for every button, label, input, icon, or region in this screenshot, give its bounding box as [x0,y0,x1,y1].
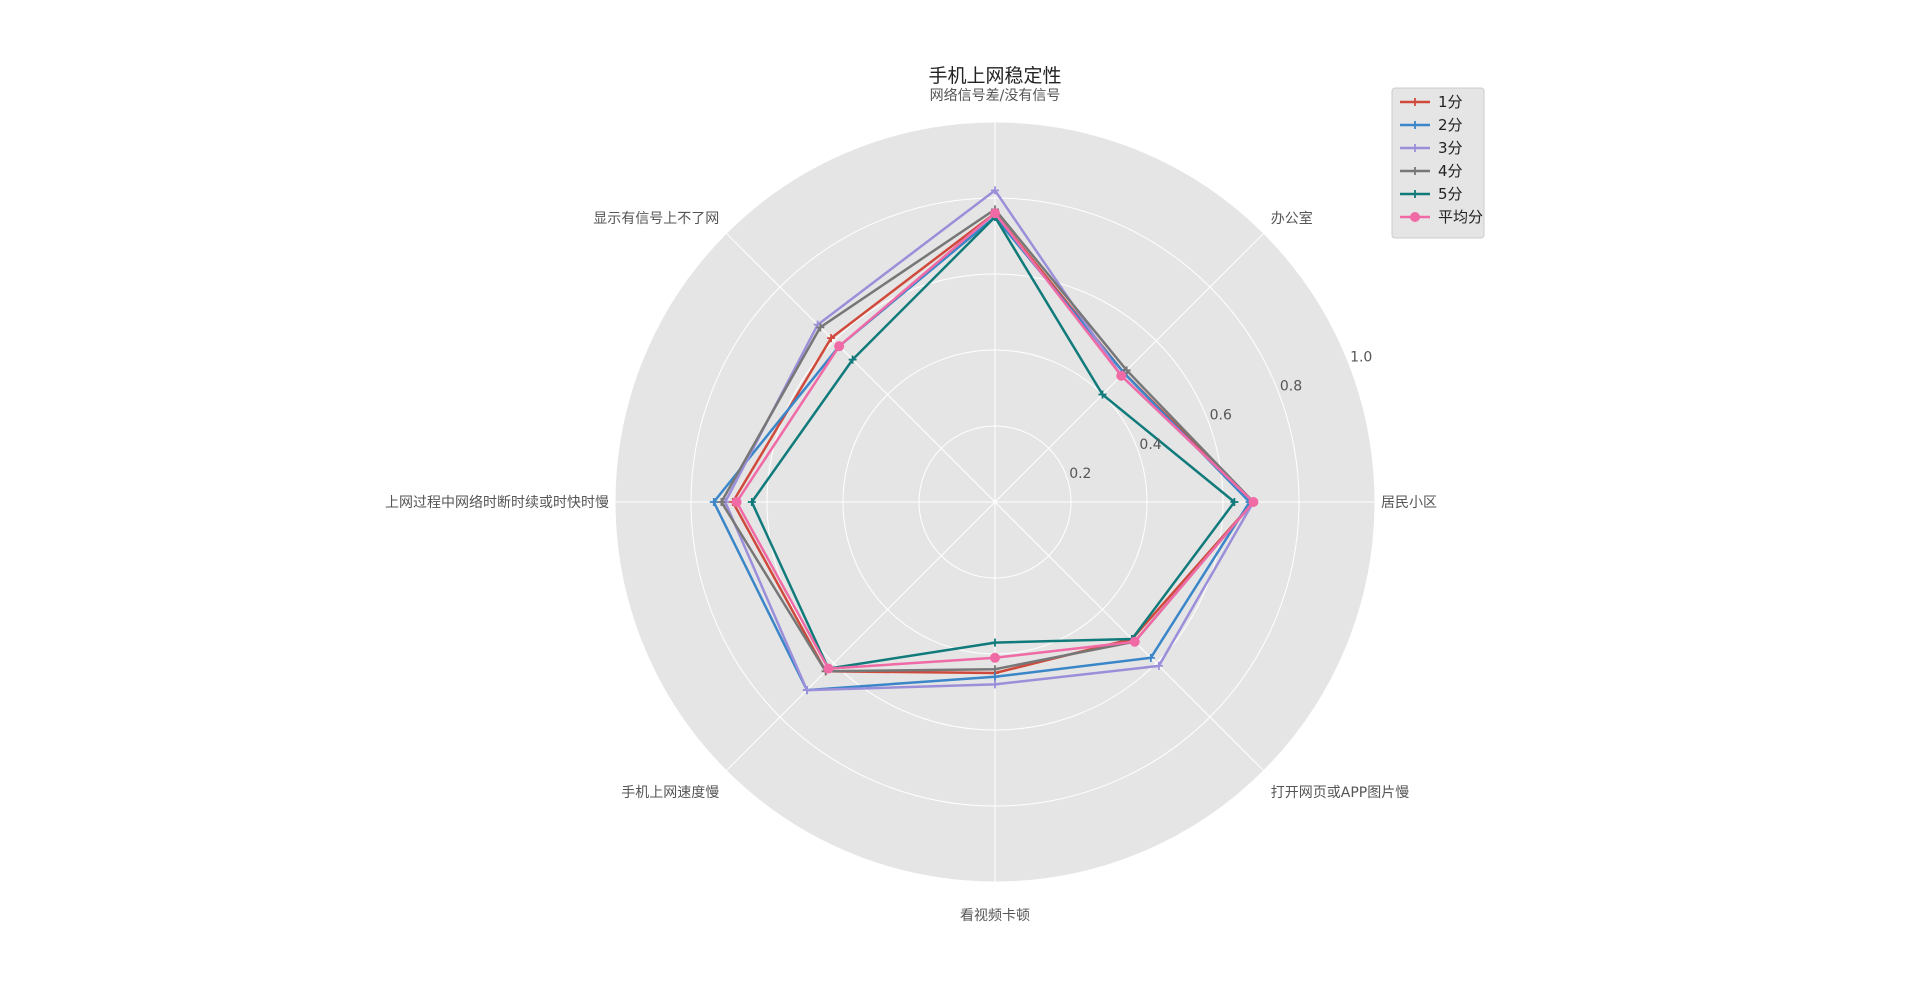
legend-marker [1411,98,1419,106]
legend-item: 4分 [1400,162,1463,180]
data-point [991,680,999,689]
legend-item: 3分 [1400,139,1463,157]
axis-label: 看视频卡顿 [960,908,1030,924]
series-group [709,186,1259,695]
legend-item: 2分 [1400,116,1463,134]
data-point [991,638,999,647]
data-point [990,208,1000,219]
grid-spoke-3 [725,232,996,503]
legend-marker [1411,121,1419,129]
data-point [991,665,999,674]
data-point [747,498,756,506]
radial-tick-labels: 0.2 0.4 0.6 0.8 1.0 [1069,350,1372,482]
radial-tick-label: 0.6 [1210,408,1232,424]
data-point [848,355,857,364]
axis-label: 办公室 [1271,210,1313,227]
data-point [717,498,726,506]
data-point [827,334,836,343]
radial-tick-label: 0.2 [1069,466,1091,482]
legend-label: 5分 [1438,185,1463,203]
radar-grid [614,121,1376,883]
data-point [802,686,811,695]
series-4 [747,213,1239,673]
data-point [834,341,845,352]
legend-label: 2分 [1438,116,1463,134]
grid-spoke-7 [994,501,1265,772]
legend-item: 1分 [1400,93,1463,111]
data-point [1154,661,1163,670]
axis-label: 手机上网速度慢 [621,784,719,801]
legend-label: 3分 [1438,139,1463,157]
legend-label: 1分 [1438,93,1463,111]
axis-label: 打开网页或APP图片慢 [1271,784,1409,801]
data-point [1122,366,1131,375]
axis-labels: 居民小区 办公室 网络信号差/没有信号显示有信号上不了网上网过程中网络时断时续或时快… [385,88,1437,924]
axis-label: 居民小区 [1381,495,1437,511]
legend-item: 5分 [1400,185,1463,203]
legend-marker [1411,144,1419,152]
grid-spoke-5 [725,501,996,772]
data-point [1098,390,1107,399]
data-point [1129,636,1140,647]
radial-tick-label: 1.0 [1350,350,1372,366]
axis-label: 网络信号差/没有信号 [930,88,1061,104]
data-point [816,323,825,332]
chart-title: 手机上网稳定性 [928,65,1061,87]
data-point [823,663,834,674]
legend-marker [1410,212,1420,222]
data-point [991,672,999,681]
data-point [990,652,1000,663]
radial-tick-label: 0.4 [1139,437,1161,453]
data-point [1146,653,1155,662]
legend-item: 平均分 [1400,208,1483,226]
data-point [709,498,718,506]
legend-marker [1411,190,1419,198]
axis-label: 显示有信号上不了网 [593,211,719,227]
data-point [1116,370,1127,381]
data-point [731,497,742,507]
grid-spoke-1 [994,232,1265,503]
data-point [1230,498,1239,506]
legend-label: 平均分 [1438,208,1483,226]
series-5 [731,208,1259,674]
data-point [991,186,999,195]
data-point [1248,497,1259,507]
legend-label: 4分 [1438,162,1463,180]
axis-label: 上网过程中网络时断时续或时快时慢 [385,494,609,511]
radial-tick-label: 0.8 [1280,379,1302,395]
legend-marker [1411,167,1419,175]
